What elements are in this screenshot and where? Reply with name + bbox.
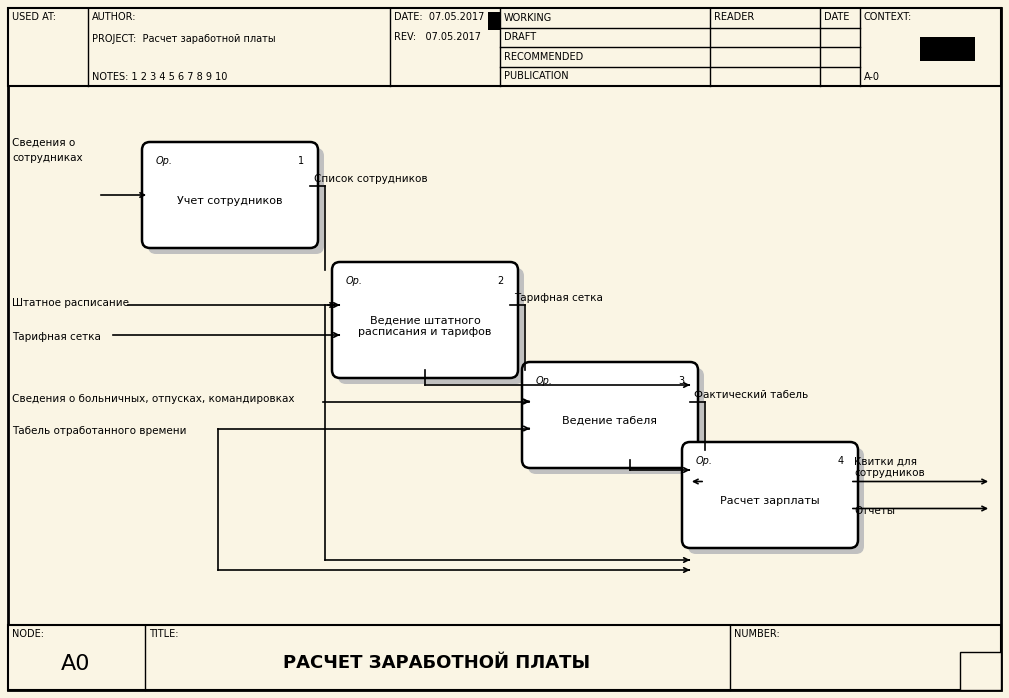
Text: Расчет зарплаты: Расчет зарплаты — [720, 496, 819, 506]
Text: Штатное расписание: Штатное расписание — [12, 298, 129, 308]
Text: Ор.: Ор. — [156, 156, 173, 166]
FancyBboxPatch shape — [682, 442, 858, 548]
Text: 1: 1 — [298, 156, 304, 166]
Text: Тарифная сетка: Тарифная сетка — [514, 293, 602, 303]
Text: Табель отработанного времени: Табель отработанного времени — [12, 426, 187, 436]
Text: Сведения о: Сведения о — [12, 138, 76, 148]
FancyBboxPatch shape — [332, 262, 518, 378]
Text: 4: 4 — [837, 456, 844, 466]
Text: Сведения о больничных, отпусках, командировках: Сведения о больничных, отпусках, команди… — [12, 394, 295, 405]
Text: NOTES: 1 2 3 4 5 6 7 8 9 10: NOTES: 1 2 3 4 5 6 7 8 9 10 — [92, 72, 227, 82]
Text: РАСЧЕТ ЗАРАБОТНОЙ ПЛАТЫ: РАСЧЕТ ЗАРАБОТНОЙ ПЛАТЫ — [284, 654, 590, 671]
Text: A0: A0 — [62, 654, 91, 674]
Text: NODE:: NODE: — [12, 629, 44, 639]
Text: PUBLICATION: PUBLICATION — [504, 71, 569, 81]
FancyBboxPatch shape — [148, 148, 324, 254]
Text: NUMBER:: NUMBER: — [734, 629, 780, 639]
Text: 3: 3 — [678, 376, 684, 386]
Text: RECOMMENDED: RECOMMENDED — [504, 52, 583, 61]
Text: Учет сотрудников: Учет сотрудников — [178, 196, 283, 206]
Text: A-0: A-0 — [864, 72, 880, 82]
Text: Тарифная сетка: Тарифная сетка — [12, 332, 101, 342]
Bar — [8, 8, 1001, 86]
Text: AUTHOR:: AUTHOR: — [92, 12, 136, 22]
Bar — [960, 652, 1001, 690]
FancyBboxPatch shape — [522, 362, 698, 468]
Text: WORKING: WORKING — [504, 13, 552, 23]
Text: Ор.: Ор. — [346, 276, 363, 286]
FancyBboxPatch shape — [142, 142, 318, 248]
Text: REV:   07.05.2017: REV: 07.05.2017 — [394, 31, 481, 41]
Bar — [8, 625, 1001, 690]
Text: Ор.: Ор. — [696, 456, 713, 466]
Text: Список сотрудников: Список сотрудников — [314, 174, 428, 184]
FancyBboxPatch shape — [338, 268, 524, 384]
Text: DRAFT: DRAFT — [504, 32, 536, 43]
Bar — [488, 12, 500, 30]
Text: 2: 2 — [497, 276, 504, 286]
Text: USED AT:: USED AT: — [12, 12, 57, 22]
Text: Отчеты: Отчеты — [854, 505, 895, 516]
Text: DATE:  07.05.2017: DATE: 07.05.2017 — [394, 12, 484, 22]
Bar — [920, 37, 975, 61]
Text: CONTEXT:: CONTEXT: — [864, 12, 912, 22]
Text: PROJECT:  Расчет заработной платы: PROJECT: Расчет заработной платы — [92, 34, 275, 44]
Text: сотрудниках: сотрудниках — [12, 153, 83, 163]
Text: Ор.: Ор. — [536, 376, 553, 386]
Text: Ведение табеля: Ведение табеля — [562, 416, 658, 426]
Text: DATE: DATE — [824, 12, 850, 22]
Text: Квитки для
сотрудников: Квитки для сотрудников — [854, 456, 925, 478]
Text: Фактический табель: Фактический табель — [694, 389, 808, 399]
Text: READER: READER — [714, 12, 755, 22]
FancyBboxPatch shape — [528, 368, 704, 474]
FancyBboxPatch shape — [688, 448, 864, 554]
Text: TITLE:: TITLE: — [149, 629, 179, 639]
Text: Ведение штатного
расписания и тарифов: Ведение штатного расписания и тарифов — [358, 315, 491, 337]
